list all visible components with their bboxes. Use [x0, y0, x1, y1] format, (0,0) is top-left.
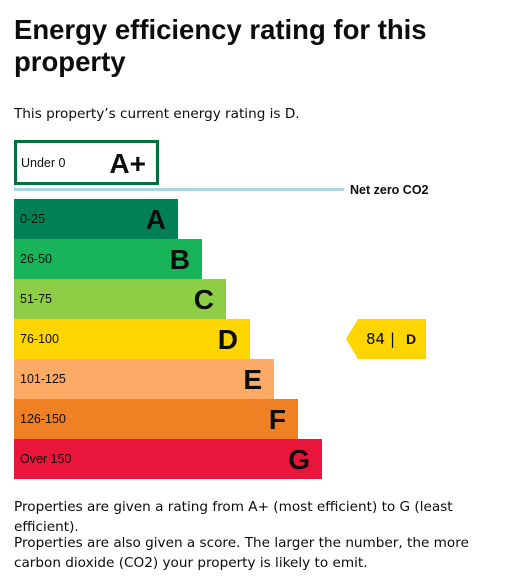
current-score: 84 [366, 330, 386, 348]
rating-band-letter: E [243, 364, 262, 395]
current-rating-pointer: 84 | D [346, 319, 426, 359]
rating-band-range: Under 0 [21, 156, 66, 170]
pointer-arrow-shape [346, 319, 426, 359]
rating-band-letter: B [169, 244, 190, 275]
rating-band-letter: F [268, 404, 286, 435]
net-zero-label: Net zero CO2 [350, 183, 429, 197]
rating-band-g: Over 150 G [14, 439, 322, 479]
score-separator: | [390, 330, 396, 348]
rating-band-b: 26-50 B [14, 239, 202, 279]
rating-band-range: 76-100 [20, 332, 59, 346]
rating-band-c: 51-75 C [14, 279, 226, 319]
score-explanation-text: Properties are also given a score. The l… [14, 535, 469, 571]
rating-band-range: 51-75 [20, 292, 52, 306]
rating-band-range: 101-125 [20, 372, 66, 386]
net-zero-line [14, 188, 344, 191]
rating-band-a-plus: Under 0 A+ [14, 140, 159, 185]
rating-band-letter: D [217, 324, 238, 355]
page-heading: Energy efficiency rating for this proper… [14, 14, 427, 77]
rating-band-range: 26-50 [20, 252, 52, 266]
rating-band-letter: G [288, 444, 310, 475]
rating-band-d: 76-100 D [14, 319, 250, 359]
current-letter: D [406, 331, 417, 347]
rating-band-f: 126-150 F [14, 399, 298, 439]
rating-band-range: 0-25 [20, 212, 46, 226]
rating-explanation-text: Properties are given a rating from A+ (m… [14, 499, 453, 535]
rating-band-letter: A+ [109, 148, 146, 179]
current-rating-text: This property’s current energy rating is… [14, 106, 300, 122]
rating-band-e: 101-125 E [14, 359, 274, 399]
rating-band-letter: C [193, 284, 214, 315]
rating-band-range: 126-150 [20, 412, 66, 426]
rating-band-letter: A [145, 204, 166, 235]
rating-band-a: 0-25 A [14, 199, 178, 239]
rating-band-range: Over 150 [20, 452, 72, 466]
